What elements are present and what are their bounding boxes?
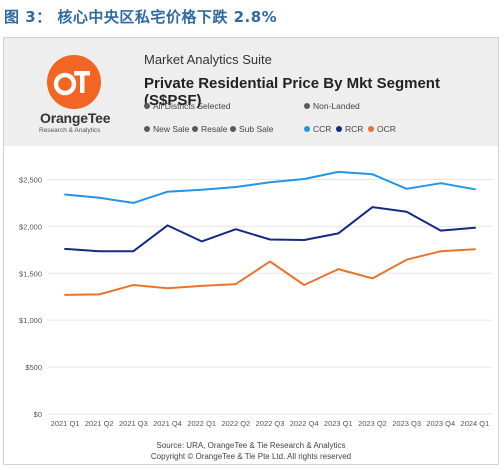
x-tick-label: 2021 Q3: [119, 419, 148, 428]
logo-tagline: Research & Analytics: [39, 127, 101, 134]
x-tick-label: 2023 Q2: [358, 419, 387, 428]
series-line-rcr: [64, 206, 476, 253]
x-tick-label: 2022 Q1: [187, 419, 216, 428]
x-tick-label: 2021 Q4: [153, 419, 182, 428]
legend-dot-icon: [336, 126, 342, 132]
suite-name: Market Analytics Suite: [144, 52, 272, 67]
series-line-ccr: [64, 170, 476, 204]
filter-dot-icon: [144, 103, 150, 109]
legend-dot-icon: [304, 126, 310, 132]
filter-dot-icon: [144, 126, 150, 132]
filter-dot-icon: [304, 103, 310, 109]
legend-item-ocr[interactable]: OCR: [368, 124, 396, 134]
figure-title: 图 3： 核心中央区私宅价格下跌 2.8%: [4, 8, 278, 26]
x-tick-label: 2021 Q1: [51, 419, 80, 428]
filter-dot-icon: [230, 126, 236, 132]
filter-sub-sale[interactable]: Sub Sale: [230, 124, 274, 134]
legend-dot-icon: [368, 126, 374, 132]
chart-title: Private Residential Price By Mkt Segment…: [144, 75, 440, 109]
legend-item-rcr[interactable]: RCR: [336, 124, 363, 134]
x-tick-label: 2022 Q4: [290, 419, 319, 428]
x-tick-label: 2021 Q2: [85, 419, 114, 428]
logo-brand: OrangeTee: [40, 110, 111, 126]
y-tick-label: $1,000: [19, 316, 42, 325]
filter-resale[interactable]: Resale: [192, 124, 227, 134]
x-tick-label: 2022 Q2: [221, 419, 250, 428]
dashboard-frame: OrangeTee Research & Analytics Market An…: [3, 37, 499, 465]
y-tick-label: $2,000: [19, 222, 42, 231]
x-tick-label: 2023 Q3: [392, 419, 421, 428]
x-tick-label: 2023 Q1: [324, 419, 353, 428]
series-line-ocr: [64, 248, 476, 296]
orangetee-logo-icon: [47, 55, 101, 109]
y-tick-label: $1,500: [19, 269, 42, 278]
copyright-line: Copyright © OrangeTee & Tie Pte Ltd. All…: [150, 452, 352, 461]
x-tick-label: 2022 Q3: [256, 419, 285, 428]
legend-item-ccr[interactable]: CCR: [304, 124, 331, 134]
filter-dot-icon: [192, 126, 198, 132]
x-tick-label: 2023 Q4: [426, 419, 455, 428]
dashboard-header: OrangeTee Research & Analytics Market An…: [4, 38, 498, 146]
filter-districts[interactable]: All Districts Selected: [144, 101, 230, 111]
y-tick-label: $2,500: [19, 175, 42, 184]
y-tick-label: $500: [25, 363, 42, 372]
y-tick-label: $0: [34, 410, 42, 419]
filter-new-sale[interactable]: New Sale: [144, 124, 189, 134]
ot-mark-icon: [53, 71, 90, 96]
filter-landed[interactable]: Non-Landed: [304, 101, 360, 111]
source-line: Source: URA, OrangeTee & Tie Research & …: [156, 441, 346, 450]
line-chart: $0 $500 $1,000 $1,500 $2,000 $2,500 2021 Q1 202…: [19, 170, 492, 428]
x-tick-label: 2024 Q1: [461, 419, 490, 428]
